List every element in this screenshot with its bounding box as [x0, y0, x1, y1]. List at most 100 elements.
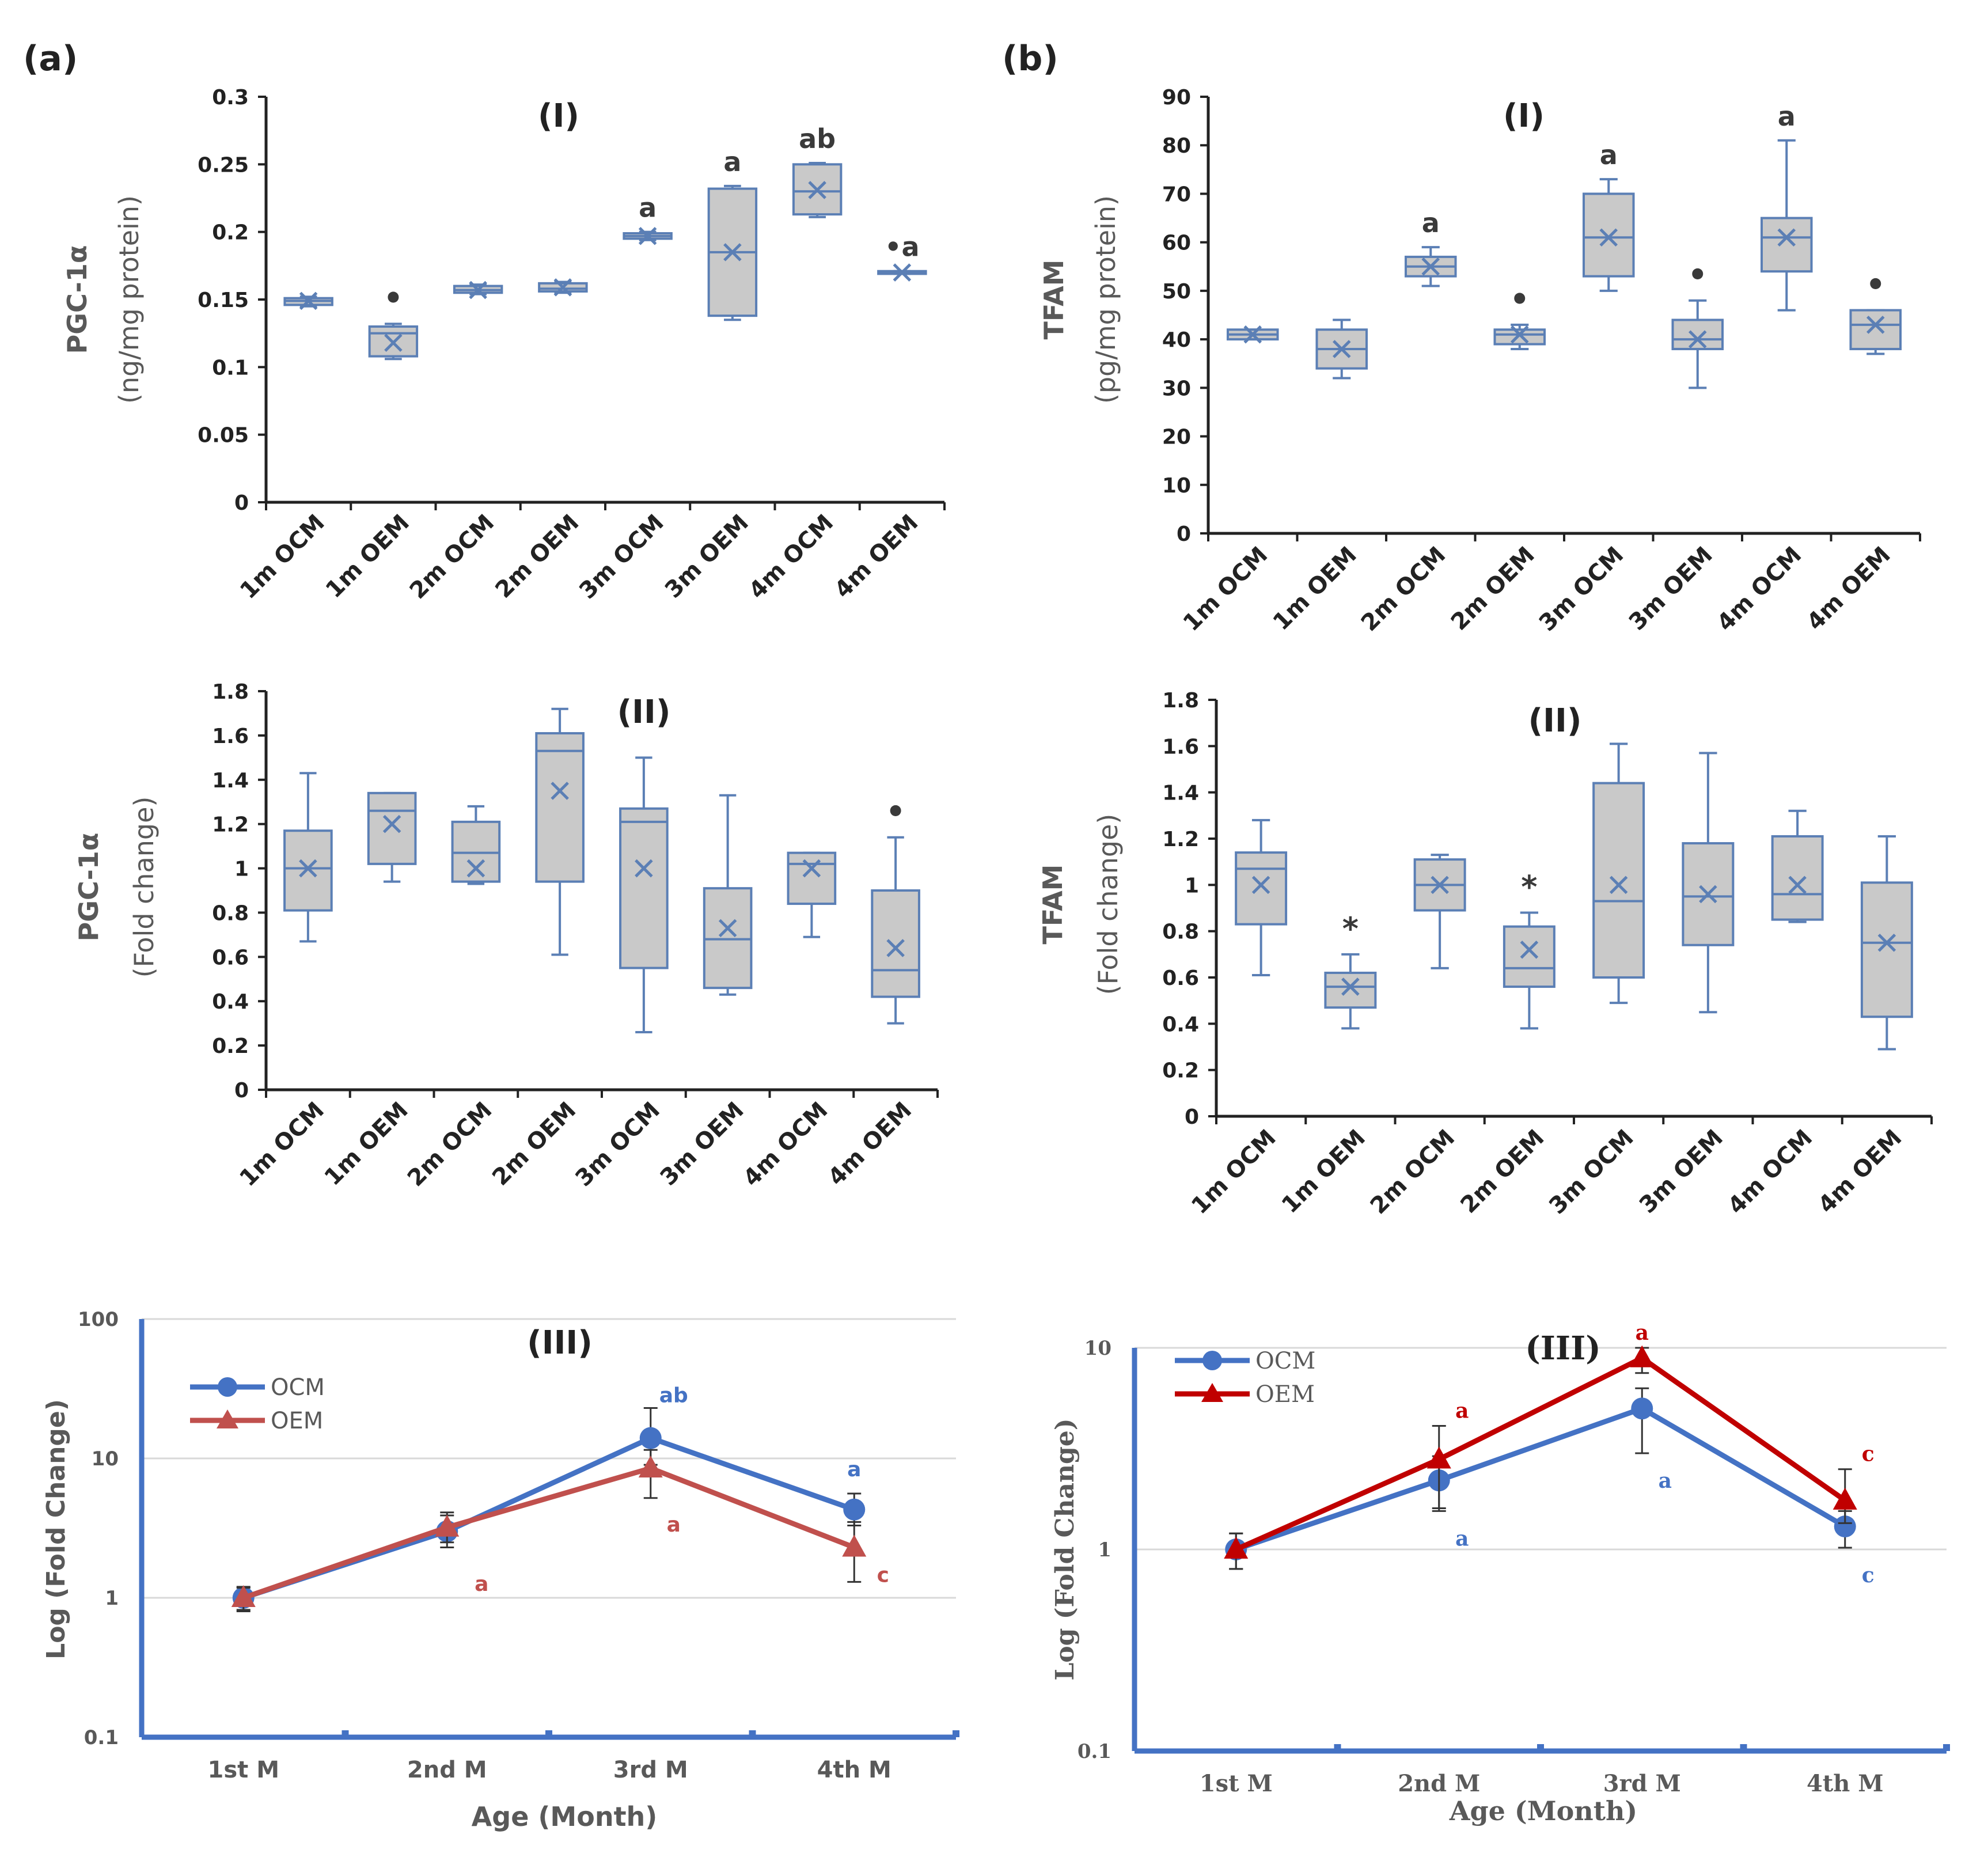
y-tick-label: 0.8 — [1162, 920, 1199, 944]
data-point — [435, 1514, 460, 1537]
y-tick-label: 50 — [1162, 280, 1191, 304]
y-tick-label: 0 — [1177, 522, 1191, 546]
chart-b3: 0.1 1 10 1st M 2nd M 3rd M 4th M a a c OCM a a c OEM (I… — [1050, 1321, 1950, 1826]
category-label: 2m OCM — [1365, 1125, 1460, 1219]
mean-marker — [1251, 876, 1270, 895]
chart-title: (I) — [538, 97, 579, 135]
x-tick — [749, 1730, 756, 1737]
data-point — [843, 1498, 866, 1521]
box-2m-ocm — [453, 281, 503, 300]
box — [535, 732, 585, 883]
data-point — [638, 1456, 663, 1478]
series-line — [242, 1435, 855, 1601]
y-tick-label: 60 — [1162, 232, 1191, 255]
significance-label: • — [886, 794, 906, 830]
category-label: 4m OEM — [1813, 1125, 1907, 1219]
y-axis-label: Log (Fold Change) — [1050, 1418, 1080, 1680]
data-point — [1834, 1515, 1856, 1538]
y-tick-label: 0.4 — [1162, 1013, 1199, 1036]
significance-label: c — [1862, 1563, 1875, 1587]
category-label: 2m OEM — [487, 1097, 581, 1191]
mean-marker — [1520, 941, 1539, 959]
category-label: 2m OCM — [1356, 542, 1451, 636]
box-3m-ocm — [619, 756, 669, 1034]
mean-marker — [551, 782, 569, 800]
significance-label: •a — [885, 232, 919, 263]
box-1m-oem: * — [1324, 911, 1377, 1030]
mean-marker — [638, 226, 657, 245]
significance-label: a — [1455, 1399, 1469, 1423]
category-label: 4th M — [817, 1757, 891, 1783]
y-tick-label: 1.4 — [1162, 782, 1199, 805]
mean-marker — [299, 859, 317, 878]
data-point — [1631, 1397, 1653, 1420]
chart-title: (I) — [1503, 97, 1545, 135]
significance-label: a — [847, 1458, 861, 1481]
y-tick-label: 1.6 — [212, 725, 249, 748]
mean-marker — [1510, 325, 1529, 344]
legend-marker — [218, 1377, 237, 1397]
box-2m-oem — [535, 707, 585, 956]
significance-label: a — [1778, 101, 1796, 132]
significance-label: • — [384, 280, 404, 316]
mean-marker — [382, 814, 401, 833]
category-label: 3m OEM — [1634, 1125, 1728, 1219]
box-3m-oem: • — [1671, 257, 1724, 389]
mean-marker — [1866, 316, 1885, 334]
category-label: 3m OEM — [655, 1097, 749, 1191]
category-label: 1m OEM — [1268, 542, 1362, 636]
box-3m-ocm — [1592, 742, 1645, 1005]
box-1m-ocm — [1226, 325, 1279, 344]
box-3m-oem — [703, 794, 753, 996]
category-label: 1m OEM — [321, 510, 415, 604]
significance-label: c — [1862, 1442, 1875, 1466]
box-4m-oem: •a — [877, 232, 927, 282]
y-tick-label: 1.8 — [1162, 689, 1199, 713]
category-label: 1st M — [208, 1757, 280, 1783]
significance-label: ab — [799, 123, 836, 154]
mean-marker — [1777, 228, 1796, 247]
chart-title: (II) — [1528, 702, 1582, 740]
y-axis-label: PGC-1α — [73, 833, 104, 942]
box — [1760, 217, 1813, 273]
significance-label: ab — [659, 1384, 688, 1407]
box-2m-ocm: a — [1404, 207, 1457, 287]
box-4m-ocm — [1771, 809, 1824, 923]
mean-marker — [1599, 228, 1618, 247]
box-1m-oem — [367, 791, 417, 883]
category-label: 1m OCM — [1186, 1125, 1281, 1219]
panel-b-label: (b) — [1002, 39, 1059, 79]
box-4m-oem — [1860, 835, 1913, 1051]
box — [1771, 835, 1824, 921]
y-tick-label: 0.3 — [212, 86, 249, 109]
category-label: 4m OCM — [744, 510, 839, 604]
data-point — [1630, 1345, 1655, 1367]
data-point — [231, 1585, 256, 1607]
category-label: 1m OCM — [235, 510, 329, 604]
category-label: 1m OCM — [234, 1097, 329, 1192]
box — [1324, 971, 1377, 1009]
series-line — [242, 1465, 855, 1601]
y-axis-label: PGC-1α — [62, 245, 93, 354]
chart-b2: 00.20.40.60.811.21.41.61.81m OCM*1m OEM2… — [1037, 689, 1933, 1219]
x-tick — [953, 1730, 959, 1737]
significance-label: a — [1636, 1321, 1649, 1345]
significance-label: * — [1342, 911, 1359, 947]
significance-label: a — [1455, 1526, 1469, 1551]
y-tick-label: 10 — [1084, 1337, 1111, 1360]
category-label: 3m OEM — [1624, 542, 1718, 636]
chart-title: (III) — [527, 1324, 593, 1362]
category-label: 1m OEM — [1277, 1125, 1371, 1219]
y-tick-label: 1 — [105, 1587, 119, 1610]
mean-marker — [886, 939, 905, 957]
x-axis-label: Age (Month) — [472, 1801, 658, 1832]
box — [787, 851, 837, 905]
category-label: 2m OEM — [490, 510, 584, 604]
box-2m-oem: * — [1503, 869, 1556, 1030]
significance-label: * — [1521, 869, 1537, 905]
mean-marker — [802, 859, 821, 878]
category-label: 4m OCM — [738, 1097, 833, 1192]
